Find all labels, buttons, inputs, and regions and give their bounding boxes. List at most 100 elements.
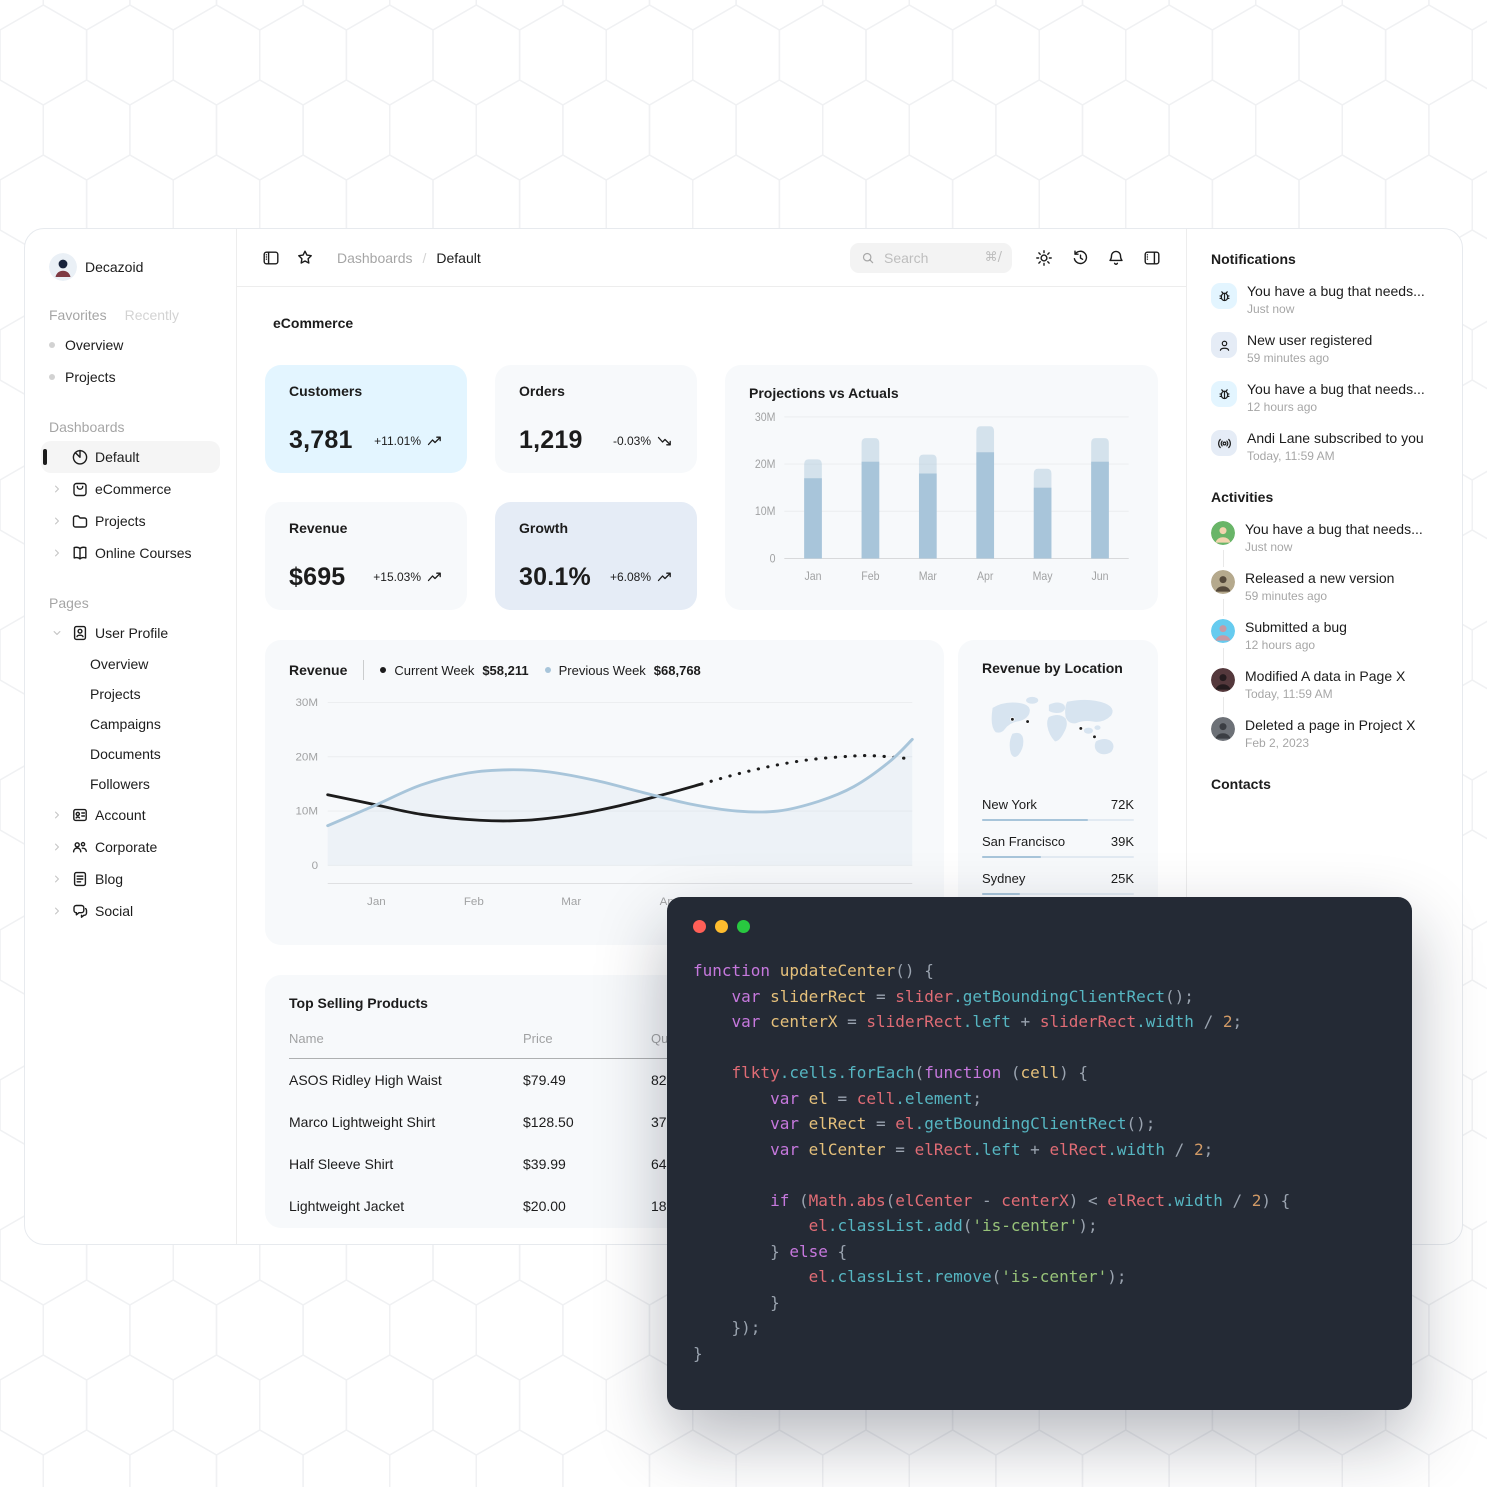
svg-text:30M: 30M: [755, 411, 776, 424]
sidebar-item-ecommerce[interactable]: eCommerce: [41, 473, 220, 505]
notification-item[interactable]: You have a bug that needs... Just now: [1211, 283, 1438, 316]
line-previous-week: [326, 737, 914, 828]
activity-time: Just now: [1245, 540, 1293, 554]
tab-recently[interactable]: Recently: [124, 307, 180, 323]
sidebar-subitem-overview[interactable]: Overview: [90, 656, 149, 672]
sidebar-subitem-campaigns[interactable]: Campaigns: [90, 716, 161, 732]
chev-icon: [55, 549, 59, 557]
sidebar-item-label: eCommerce: [95, 481, 172, 497]
activity-item[interactable]: Deleted a page in Project X Feb 2, 2023: [1211, 717, 1438, 750]
location-row-sydney[interactable]: Sydney 25K: [982, 871, 1134, 895]
trend-down-icon: [657, 436, 671, 445]
sidebar-item-default[interactable]: Default: [41, 441, 220, 473]
broadcast-icon: [1217, 438, 1231, 448]
avatar: [1211, 619, 1235, 643]
legend-label: Current Week: [394, 662, 475, 678]
sidebar-fav-projects[interactable]: Projects: [41, 361, 220, 393]
activity-item[interactable]: Submitted a bug 12 hours ago: [1211, 619, 1438, 665]
fav-label: Projects: [65, 369, 116, 385]
bug-badge: [1211, 381, 1237, 407]
notification-title: New user registered: [1247, 332, 1373, 348]
revenue-title: Revenue: [289, 662, 348, 678]
minimize-window-button[interactable]: [715, 920, 728, 933]
sidebar-item-label: Blog: [95, 871, 124, 887]
breadcrumb: Dashboards / Default: [337, 250, 481, 266]
projections-bar-chart: 0 10M 20M 30M Jan Feb Mar Apr May Jun: [755, 411, 1129, 583]
chev-icon: [55, 811, 59, 819]
breadcrumb-default[interactable]: Default: [436, 249, 481, 266]
location-row-san-francisco[interactable]: San Francisco 39K: [982, 834, 1134, 858]
corporate-icon: [72, 841, 87, 853]
stat-card-orders[interactable]: Orders 1,219 -0.03%: [495, 365, 697, 473]
notification-item[interactable]: New user registered 59 minutes ago: [1211, 332, 1438, 365]
location-row-new-york[interactable]: New York 72K: [982, 797, 1134, 821]
activity-time: Feb 2, 2023: [1245, 736, 1310, 750]
svg-text:Feb: Feb: [464, 896, 484, 908]
bell-icon[interactable]: [1106, 248, 1126, 268]
map-dot-asia: [1078, 726, 1084, 731]
sidebar-item-online-courses[interactable]: Online Courses: [41, 537, 220, 569]
sidebar-subitem-projects[interactable]: Projects: [90, 686, 141, 702]
avatar: [1211, 521, 1235, 545]
product-row-half-sleeve-shirt[interactable]: Half Sleeve Shirt $39.99 64: [289, 1143, 1134, 1185]
stat-card-customers[interactable]: Customers 3,781 +11.01%: [265, 365, 467, 473]
contacts-title: Contacts: [1211, 776, 1271, 792]
stats-grid: Customers 3,781 +11.01% Orders 1,219 -0.…: [265, 365, 697, 610]
idcard-icon: [73, 625, 87, 641]
sidebar-item-account[interactable]: Account: [41, 799, 220, 831]
breadcrumb-dashboards[interactable]: Dashboards: [337, 249, 413, 266]
panel-right-icon[interactable]: [1142, 248, 1162, 268]
notification-title: Andi Lane subscribed to you: [1247, 430, 1424, 446]
brand[interactable]: Decazoid: [41, 251, 220, 283]
product-row-asos-ridley-high-waist[interactable]: ASOS Ridley High Waist $79.49 82: [289, 1059, 1134, 1102]
stat-delta: +6.08%: [610, 570, 673, 584]
stat-value: 1,219: [519, 426, 583, 454]
broadcast-badge: [1211, 430, 1237, 456]
notification-time: 12 hours ago: [1247, 400, 1318, 414]
search-box[interactable]: ⌘/: [850, 242, 1012, 273]
maximize-window-button[interactable]: [737, 920, 750, 933]
window-controls: [693, 920, 1386, 933]
sidebar-subitem-followers[interactable]: Followers: [90, 776, 150, 792]
stat-card-revenue[interactable]: Revenue $695 +15.03%: [265, 501, 467, 610]
theme-sun-icon[interactable]: [1034, 248, 1054, 268]
tab-favorites[interactable]: Favorites: [49, 307, 107, 323]
sidebar-item-blog[interactable]: Blog: [41, 863, 220, 895]
revenue-panel: Revenue Current Week $58,211 Previous We…: [265, 640, 944, 945]
sidebar-item-projects[interactable]: Projects: [41, 505, 220, 537]
book-icon: [73, 546, 87, 560]
product-row-lightweight-jacket[interactable]: Lightweight Jacket $20.00 18: [289, 1185, 1134, 1227]
notification-item[interactable]: You have a bug that needs... 12 hours ag…: [1211, 381, 1438, 414]
sidebar-item-corporate[interactable]: Corporate: [41, 831, 220, 863]
sidebar-item-label: Account: [95, 807, 146, 823]
activity-item[interactable]: Modified A data in Page X Today, 11:59 A…: [1211, 668, 1438, 714]
notification-item[interactable]: Andi Lane subscribed to you Today, 11:59…: [1211, 430, 1438, 463]
sidebar-item-social[interactable]: Social: [41, 895, 220, 927]
code-content[interactable]: function updateCenter() { var sliderRect…: [693, 961, 1291, 1363]
sidebar: Decazoid Favorites Recently Overview Proj…: [25, 229, 237, 1244]
search-input[interactable]: [882, 248, 974, 267]
location-bar: [982, 819, 1134, 821]
sidebar-subitem-documents[interactable]: Documents: [90, 746, 161, 762]
chev-icon: [55, 843, 59, 851]
notification-title: You have a bug that needs...: [1247, 381, 1425, 397]
history-icon[interactable]: [1070, 248, 1090, 268]
sidebar-item-user-profile[interactable]: User Profile: [41, 617, 220, 649]
star-icon[interactable]: [295, 248, 315, 268]
panel-left-icon[interactable]: [261, 248, 281, 268]
svg-text:Jan: Jan: [367, 896, 386, 908]
bag-icon: [73, 482, 87, 497]
location-city: Sydney: [982, 871, 1026, 886]
stat-label: Revenue: [289, 519, 348, 536]
close-window-button[interactable]: [693, 920, 706, 933]
bullet-dot: [49, 342, 55, 348]
activity-item[interactable]: You have a bug that needs... Just now: [1211, 521, 1438, 567]
product-quantity: 82: [651, 1072, 667, 1088]
sidebar-fav-overview[interactable]: Overview: [41, 329, 220, 361]
activity-item[interactable]: Released a new version 59 minutes ago: [1211, 570, 1438, 616]
stat-card-growth[interactable]: Growth 30.1% +6.08%: [495, 501, 697, 610]
bar-actual-feb: [861, 461, 880, 559]
bar-actual-jan: [804, 478, 822, 559]
product-row-marco-lightweight-shirt[interactable]: Marco Lightweight Shirt $128.50 37: [289, 1101, 1134, 1143]
fav-label: Overview: [65, 337, 124, 353]
